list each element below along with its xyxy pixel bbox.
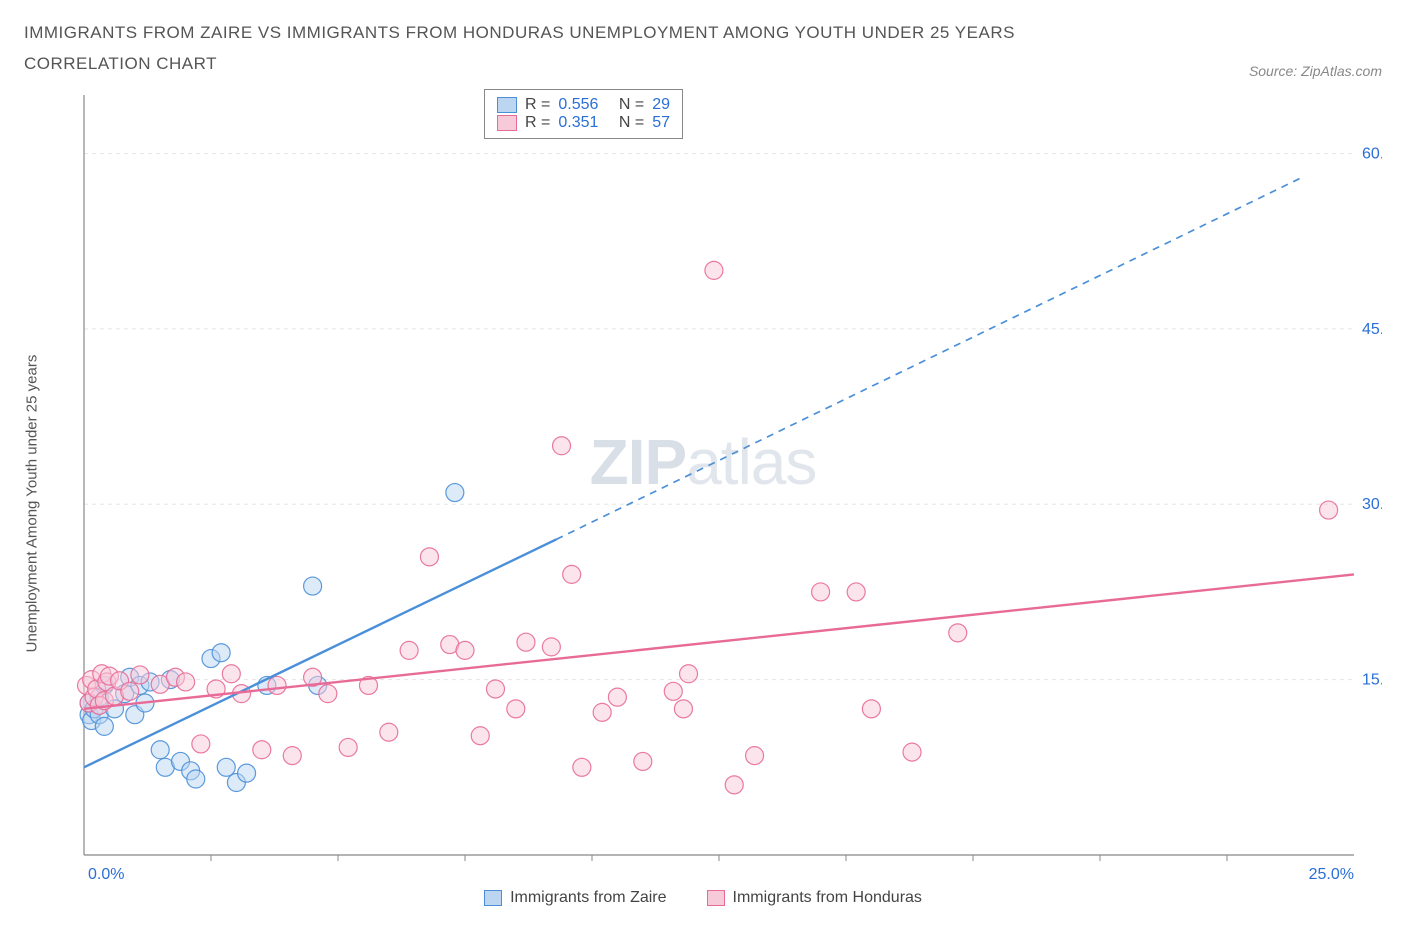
legend-label-zaire: Immigrants from Zaire (510, 889, 666, 907)
legend-label-honduras: Immigrants from Honduras (733, 889, 922, 907)
legend-swatch-honduras (707, 890, 725, 906)
stat-r-honduras: 0.351 (558, 114, 598, 132)
stat-n-label: N = (619, 114, 644, 132)
stats-row-honduras: R = 0.351 N = 57 (497, 114, 670, 132)
stat-n-zaire: 29 (652, 96, 670, 114)
legend-swatch-zaire (484, 890, 502, 906)
source-prefix: Source: (1249, 63, 1301, 79)
scatter-chart: Unemployment Among Youth under 25 years … (24, 85, 1382, 905)
y-axis-label: Unemployment Among Youth under 25 years (24, 355, 41, 653)
stats-legend: R = 0.556 N = 29 R = 0.351 N = 57 (484, 89, 683, 139)
svg-text:60.0%: 60.0% (1362, 146, 1382, 163)
chart-title: IMMIGRANTS FROM ZAIRE VS IMMIGRANTS FROM… (24, 18, 1124, 79)
svg-text:15.0%: 15.0% (1362, 672, 1382, 689)
stat-r-label: R = (525, 96, 550, 114)
legend-item-zaire: Immigrants from Zaire (484, 889, 666, 907)
plot-svg: 15.0% 30.0% 45.0% 60.0% 0.0% 25.0% (24, 85, 1382, 905)
swatch-zaire (497, 97, 517, 113)
legend-item-honduras: Immigrants from Honduras (707, 889, 922, 907)
svg-text:45.0%: 45.0% (1362, 321, 1382, 338)
svg-text:30.0%: 30.0% (1362, 496, 1382, 513)
stat-r-label: R = (525, 114, 550, 132)
source-attribution: Source: ZipAtlas.com (1249, 63, 1382, 79)
stat-n-label: N = (619, 96, 644, 114)
svg-text:25.0%: 25.0% (1309, 866, 1354, 883)
series-legend: Immigrants from Zaire Immigrants from Ho… (24, 889, 1382, 907)
source-name: ZipAtlas.com (1301, 63, 1382, 79)
stats-row-zaire: R = 0.556 N = 29 (497, 96, 670, 114)
chart-header: IMMIGRANTS FROM ZAIRE VS IMMIGRANTS FROM… (24, 18, 1382, 79)
stat-r-zaire: 0.556 (558, 96, 598, 114)
svg-text:0.0%: 0.0% (88, 866, 124, 883)
stat-n-honduras: 57 (652, 114, 670, 132)
swatch-honduras (497, 115, 517, 131)
